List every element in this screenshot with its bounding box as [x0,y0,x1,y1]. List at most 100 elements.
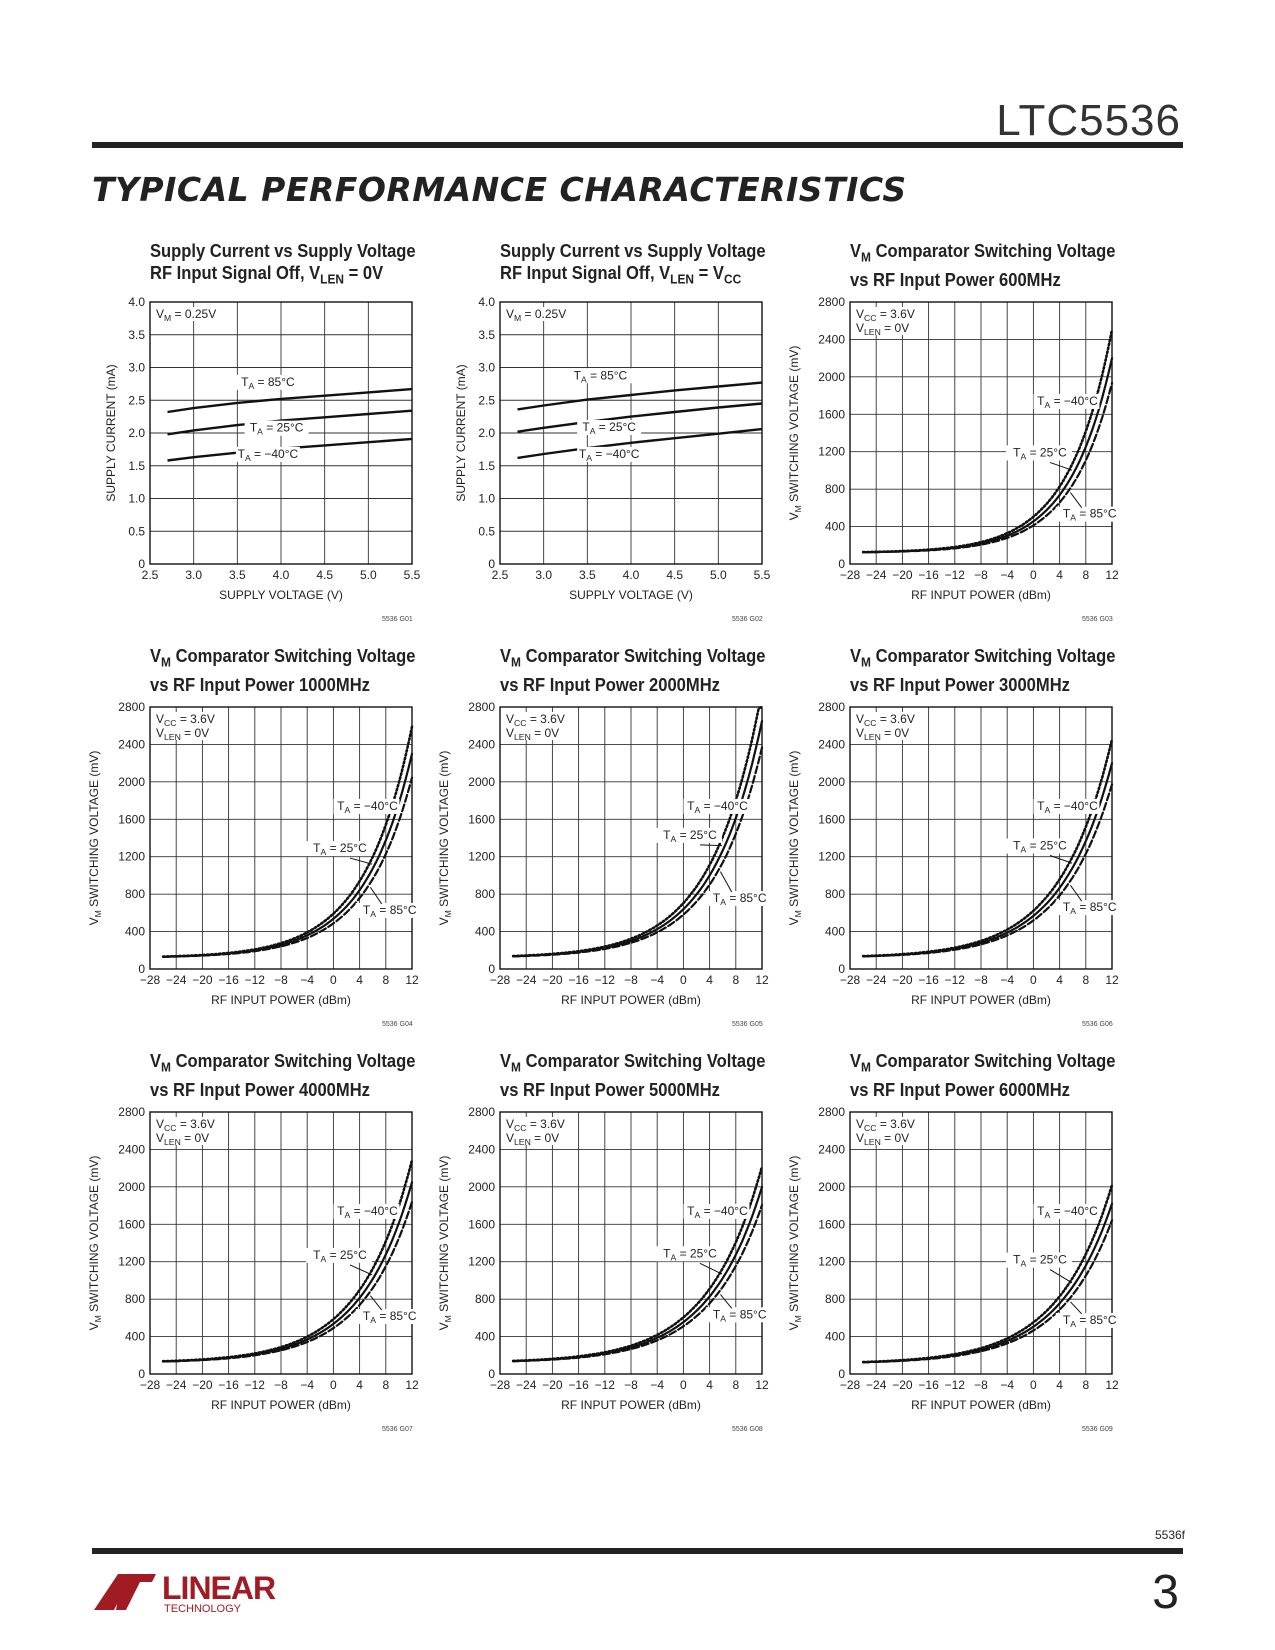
x-tick-label: −4 [300,1378,314,1392]
series-label-bg [577,420,642,436]
chart-title: VM Comparator Switching Voltage vs RF In… [850,1051,1116,1100]
y-tick-label: 3.0 [128,361,145,375]
y-tick-label: 2400 [118,737,145,751]
y-tick-label: 1200 [118,1255,145,1269]
x-axis-label: RF INPUT POWER (dBm) [911,993,1051,1007]
chart-panel: VM Comparator Switching Voltage vs RF In… [82,645,452,1055]
y-axis-label: VM​ SWITCHING VOLTAGE (mV) [787,1156,803,1331]
series-label-bg [1055,506,1122,522]
chart-svg: 2.5 3.0 3.5 4.0 4.5 5.0 5.5 0 0.5 1.0 1.5 2.0 2.5 3.0… [104,295,421,602]
x-tick-label: −16 [568,1378,589,1392]
plot-frame [849,1111,1113,1375]
y-tick-label: 2800 [818,1105,845,1119]
plot-frame [149,1111,413,1375]
series-label-bg [333,798,400,814]
series-label: TA​ = −40°C [687,799,748,815]
condition-label-bg [503,726,561,740]
x-tick-label: −28 [840,1378,861,1392]
y-tick-label: 2800 [468,700,495,714]
x-tick-label: −24 [516,1378,537,1392]
y-axis-label: VM​ SWITCHING VOLTAGE (mV) [87,1156,103,1331]
condition-label-bg [153,1117,211,1131]
y-tick-label: 3.5 [128,328,145,342]
logo-subtitle: TECHNOLOGY [164,1603,242,1615]
leader-arrow [719,871,733,893]
figure-id: 5536 G01 [382,616,413,623]
y-tick-label: 800 [825,1292,845,1306]
condition-label: VCC​ = 3.6V [856,1117,915,1133]
x-tick-label: −4 [650,1378,664,1392]
condition-label-bg [503,1117,561,1131]
condition-label: VLEN​ = 0V [506,726,559,742]
series-label: TA​ = 25°C [313,841,367,857]
x-tick-label: 4.0 [623,568,640,582]
y-tick-label: 1600 [818,812,845,826]
chart-title: VM Comparator Switching Voltage vs RF In… [850,646,1116,695]
y-tick-label: 1600 [468,1217,495,1231]
x-tick-label: 12 [1105,1378,1119,1392]
x-tick-label: 0 [1030,568,1037,582]
header-rule [92,142,1183,148]
x-tick-label: −16 [218,973,239,987]
y-tick-label: 3.5 [478,328,495,342]
x-tick-label: −28 [140,1378,161,1392]
series-label: TA​ = −40°C [1037,1204,1098,1220]
chart-panel: VM Comparator Switching Voltage vs RF In… [432,645,802,1055]
y-tick-label: 0 [488,557,495,571]
x-tick-label: −8 [624,973,638,987]
plot-frame [149,301,413,565]
x-tick-label: −12 [945,973,966,987]
x-tick-label: 3.0 [185,568,202,582]
x-tick-label: −16 [918,568,939,582]
condition-label: VM​ = 0.25V [506,307,566,323]
chart-svg: −28 −24 −20 −16 −12 −8 −4 0 4 8 12 0 400 800 1200 1600 2… [437,700,772,1007]
x-tick-label: −20 [192,973,213,987]
x-tick-label: 4 [706,973,713,987]
series-label-bg [705,1307,772,1323]
series-label: TA​ = 25°C [1013,838,1067,854]
series-label-bg [683,798,750,814]
y-axis-label: VM​ SWITCHING VOLTAGE (mV) [437,1156,453,1331]
y-tick-label: 2800 [818,700,845,714]
leader-arrow [1049,461,1073,471]
chart-panel: Supply Current vs Supply Voltage RF Inpu… [82,240,452,650]
condition-label-bg [503,1131,561,1145]
y-tick-label: 4.0 [128,295,145,309]
x-tick-label: 4 [1056,568,1063,582]
x-tick-label: 4 [356,1378,363,1392]
x-tick-label: −12 [595,973,616,987]
leader-arrow [1070,1301,1083,1315]
figure-id: 5536 G08 [732,1426,763,1433]
series-line [167,387,413,414]
series-label: TA​ = 25°C [663,828,717,844]
series-label-bg [655,1246,722,1262]
x-tick-label: 4.5 [316,568,333,582]
series-label-bg [655,827,722,843]
y-tick-label: 2400 [468,737,495,751]
x-tick-label: −4 [1000,973,1014,987]
logo-wordmark: LINEAR [162,1570,276,1606]
condition-label: VLEN​ = 0V [506,1131,559,1147]
leader-arrow [1049,1269,1073,1284]
leader-arrow [1070,884,1083,902]
series-label: TA​ = −40°C [337,799,398,815]
leader-arrow [699,1262,723,1275]
x-tick-label: 8 [1082,973,1089,987]
y-tick-label: 800 [125,1292,145,1306]
x-axis-label: RF INPUT POWER (dBm) [911,588,1051,602]
y-tick-label: 1.5 [478,459,495,473]
y-tick-label: 1200 [468,1255,495,1269]
y-tick-label: 0 [138,962,145,976]
x-tick-label: 2.5 [492,568,509,582]
condition-label-bg [853,726,911,740]
series-label-bg [333,1203,400,1219]
series-line [162,1200,414,1363]
y-tick-label: 0.5 [128,524,145,538]
x-tick-label: 5.5 [754,568,771,582]
y-tick-label: 2.0 [128,426,145,440]
figure-id: 5536 G04 [382,1021,413,1028]
logo-mark-icon [94,1574,156,1610]
x-tick-label: −24 [866,973,887,987]
x-tick-label: 2.5 [142,568,159,582]
y-tick-label: 800 [475,887,495,901]
